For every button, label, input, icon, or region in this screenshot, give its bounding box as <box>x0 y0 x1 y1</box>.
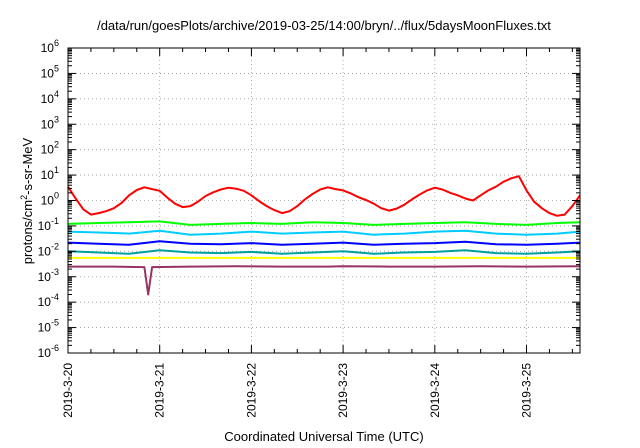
x-tick-label: 2019-3-24 <box>428 363 442 418</box>
y-tick-label: 101 <box>41 165 59 182</box>
y-tick-label: 106 <box>41 38 59 55</box>
y-tick-base: 10 <box>38 270 52 284</box>
y-tick-exp: -1 <box>51 216 59 226</box>
y-tick-base: 10 <box>38 244 52 258</box>
y-tick-label: 10-2 <box>38 241 59 258</box>
x-axis-label: Coordinated Universal Time (UTC) <box>224 429 423 444</box>
grid <box>68 48 580 353</box>
y-tick-base: 10 <box>38 346 52 360</box>
y-axis-label: protons/cm2-s-sr-MeV <box>19 137 35 264</box>
x-tick-label: 2019-3-20 <box>61 363 75 418</box>
y-tick-exp: 3 <box>54 114 59 124</box>
y-tick-exp: -3 <box>51 267 59 277</box>
series-line-5 <box>67 249 581 255</box>
y-tick-label: 10-3 <box>38 267 59 284</box>
tick-marks <box>67 47 580 354</box>
y-tick-exp: 2 <box>54 140 59 150</box>
series-line-3 <box>67 229 581 236</box>
x-tick-label: 2019-3-23 <box>336 363 350 418</box>
y-tick-exp: 4 <box>54 89 59 99</box>
y-tick-label: 10-5 <box>38 318 59 335</box>
x-tick-label: 2019-3-22 <box>244 363 258 418</box>
y-tick-base: 10 <box>38 295 52 309</box>
x-tick-labels: 2019-3-20 2019-3-21 2019-3-22 2019-3-23 2019… <box>61 363 534 418</box>
y-tick-exp: -5 <box>51 318 59 328</box>
y-tick-exp: 0 <box>54 191 59 201</box>
y-tick-base: 10 <box>41 66 55 80</box>
y-tick-base: 10 <box>38 321 52 335</box>
y-tick-exp: 5 <box>54 63 59 73</box>
y-tick-base: 10 <box>41 117 55 131</box>
y-tick-exp: -6 <box>51 343 59 353</box>
chart-title: /data/run/goesPlots/archive/2019-03-25/1… <box>97 18 551 33</box>
y-tick-label: 10-1 <box>38 216 59 233</box>
series-line-2 <box>67 220 581 226</box>
y-tick-base: 10 <box>41 92 55 106</box>
y-tick-base: 10 <box>41 143 55 157</box>
y-tick-label: 103 <box>41 114 59 131</box>
y-tick-label: 104 <box>41 89 59 106</box>
series-line-1 <box>67 175 581 217</box>
y-tick-exp: 1 <box>54 165 59 175</box>
y-axis-label-exp: 2 <box>19 195 29 200</box>
y-tick-exp: -4 <box>51 292 59 302</box>
y-axis-label-rest: -s-sr-MeV <box>20 137 35 194</box>
x-tick-label: 2019-3-21 <box>153 363 167 418</box>
y-tick-exp: 6 <box>54 38 59 48</box>
y-axis-label-main: protons/cm <box>20 200 35 264</box>
y-tick-label: 10-4 <box>38 292 59 309</box>
series-line-4 <box>67 240 581 246</box>
y-tick-base: 10 <box>41 194 55 208</box>
y-tick-base: 10 <box>38 219 52 233</box>
y-tick-labels: 10-610-510-410-310-210-11001011021031041… <box>38 38 59 360</box>
y-tick-label: 105 <box>41 63 59 80</box>
y-tick-exp: -2 <box>51 241 59 251</box>
y-tick-label: 100 <box>41 191 59 208</box>
series-layer <box>67 175 581 296</box>
y-tick-base: 10 <box>41 41 55 55</box>
y-tick-label: 10-6 <box>38 343 59 360</box>
series-line-7 <box>68 265 581 296</box>
y-tick-base: 10 <box>41 168 55 182</box>
x-tick-label: 2019-3-25 <box>520 363 534 418</box>
y-tick-label: 102 <box>41 140 59 157</box>
